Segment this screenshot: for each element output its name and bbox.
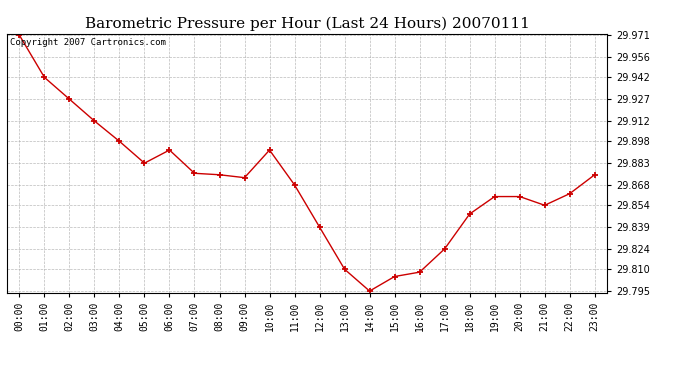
Title: Barometric Pressure per Hour (Last 24 Hours) 20070111: Barometric Pressure per Hour (Last 24 Ho… [85, 17, 529, 31]
Text: Copyright 2007 Cartronics.com: Copyright 2007 Cartronics.com [10, 38, 166, 46]
